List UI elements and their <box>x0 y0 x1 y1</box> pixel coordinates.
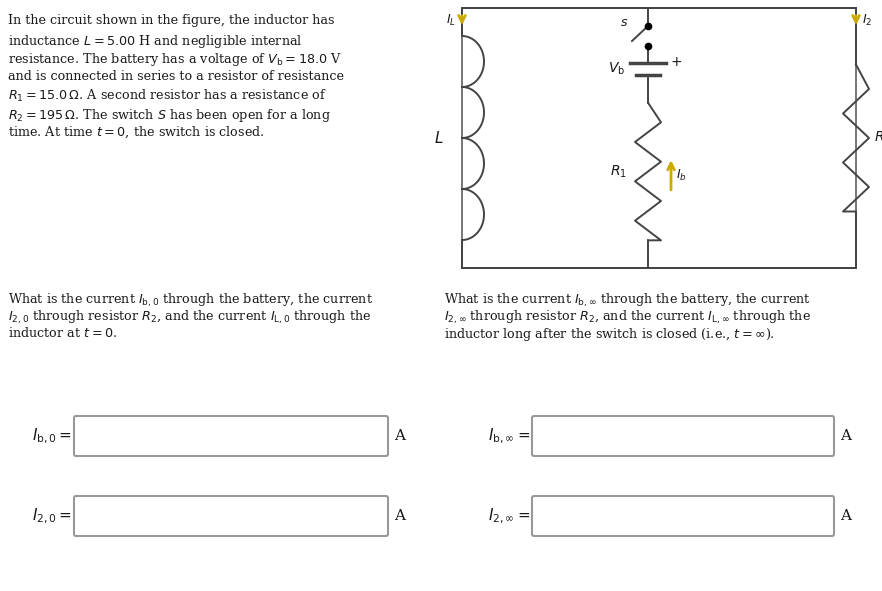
Text: $V_{\rm b}$: $V_{\rm b}$ <box>608 61 625 77</box>
Text: A: A <box>394 509 405 523</box>
Text: $I_{\rm 2,\infty}$ through resistor $R_2$, and the current $I_{\rm L,\infty}$ th: $I_{\rm 2,\infty}$ through resistor $R_2… <box>444 309 811 326</box>
Text: What is the current $I_{\rm b,\infty}$ through the battery, the current: What is the current $I_{\rm b,\infty}$ t… <box>444 292 811 309</box>
Text: $I_L$: $I_L$ <box>446 13 456 28</box>
FancyBboxPatch shape <box>74 416 388 456</box>
Text: $I_b$: $I_b$ <box>676 167 687 183</box>
Text: $I_{\rm 2,0} =$: $I_{\rm 2,0} =$ <box>32 506 72 525</box>
Text: $R_2 = 195\,\Omega$. The switch $S$ has been open for a long: $R_2 = 195\,\Omega$. The switch $S$ has … <box>8 106 331 124</box>
Text: inductor at $t = 0$.: inductor at $t = 0$. <box>8 326 117 340</box>
Text: $I_2$: $I_2$ <box>862 13 872 28</box>
FancyBboxPatch shape <box>532 496 834 536</box>
Text: $I_{\rm 2,\infty} =$: $I_{\rm 2,\infty} =$ <box>488 506 530 525</box>
Text: inductance $L = 5.00$ H and negligible internal: inductance $L = 5.00$ H and negligible i… <box>8 33 303 50</box>
Text: $R_1 = 15.0\,\Omega$. A second resistor has a resistance of: $R_1 = 15.0\,\Omega$. A second resistor … <box>8 88 327 104</box>
FancyBboxPatch shape <box>74 496 388 536</box>
Text: $s$: $s$ <box>620 15 628 28</box>
Text: resistance. The battery has a voltage of $V_{\rm b} = 18.0$ V: resistance. The battery has a voltage of… <box>8 51 342 68</box>
Text: $R_2$: $R_2$ <box>874 130 882 146</box>
FancyBboxPatch shape <box>532 416 834 456</box>
Text: In the circuit shown in the figure, the inductor has: In the circuit shown in the figure, the … <box>8 14 334 27</box>
Text: inductor long after the switch is closed (i.e., $t = \infty$).: inductor long after the switch is closed… <box>444 326 775 343</box>
Text: $I_{\rm b,0} =$: $I_{\rm b,0} =$ <box>32 426 72 446</box>
Text: $R_1$: $R_1$ <box>610 163 627 180</box>
Text: $I_{\rm 2,0}$ through resistor $R_2$, and the current $I_{\rm L,0}$ through the: $I_{\rm 2,0}$ through resistor $R_2$, an… <box>8 309 371 326</box>
Text: $I_{\rm b,\infty} =$: $I_{\rm b,\infty} =$ <box>488 426 530 446</box>
Text: A: A <box>840 429 851 443</box>
Text: A: A <box>394 429 405 443</box>
Text: $+$: $+$ <box>670 55 682 69</box>
Text: What is the current $I_{\rm b,0}$ through the battery, the current: What is the current $I_{\rm b,0}$ throug… <box>8 292 373 309</box>
Text: A: A <box>840 509 851 523</box>
Text: time. At time $t = 0$, the switch is closed.: time. At time $t = 0$, the switch is clo… <box>8 125 265 141</box>
Text: and is connected in series to a resistor of resistance: and is connected in series to a resistor… <box>8 70 344 83</box>
Text: $L$: $L$ <box>435 130 444 146</box>
Bar <box>462 8 856 268</box>
